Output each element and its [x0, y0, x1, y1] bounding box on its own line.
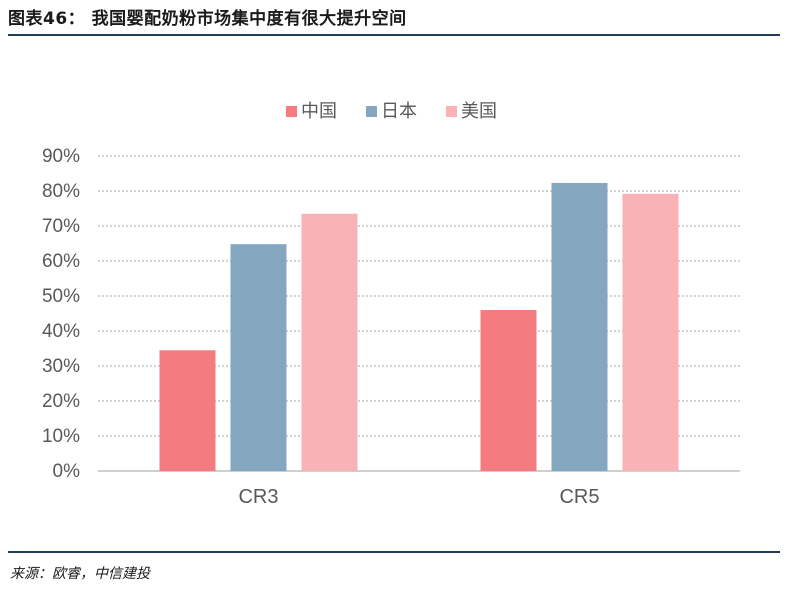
- bar-cr5-2: [622, 193, 679, 472]
- x-tick-label: CR3: [238, 486, 278, 508]
- bar-cr3-1: [230, 244, 287, 471]
- x-axis-ticks: CR3 CR5: [238, 486, 599, 508]
- legend-swatch: [366, 106, 377, 117]
- bottom-divider: [8, 551, 780, 553]
- top-divider: [8, 34, 780, 36]
- bar-cr3-0: [159, 350, 216, 471]
- y-tick-label: 20%: [42, 391, 80, 412]
- bar-cr5-1: [551, 182, 608, 471]
- figure-title: 图表46： 我国婴配奶粉市场集中度有很大提升空间: [8, 9, 407, 29]
- y-tick-label: 30%: [42, 356, 80, 377]
- y-tick-label: 40%: [42, 321, 80, 342]
- legend: 中国 日本 美国: [286, 101, 497, 121]
- legend-swatch: [446, 106, 457, 117]
- bars: [159, 182, 679, 472]
- y-axis-ticks: 0% 10% 20% 30% 40% 50% 60% 70% 80% 90%: [42, 146, 80, 482]
- bar-cr5-0: [480, 310, 537, 471]
- x-tick-label: CR5: [559, 486, 599, 508]
- y-tick-label: 0%: [53, 461, 81, 482]
- y-tick-label: 80%: [42, 181, 80, 202]
- y-tick-label: 70%: [42, 216, 80, 237]
- legend-swatch: [286, 106, 297, 117]
- y-tick-label: 10%: [42, 426, 80, 447]
- y-tick-label: 60%: [42, 251, 80, 272]
- legend-label: 美国: [461, 101, 497, 121]
- y-tick-label: 90%: [42, 146, 80, 167]
- y-tick-label: 50%: [42, 286, 80, 307]
- source-note: 来源：欧睿，中信建投: [10, 566, 150, 582]
- legend-label: 日本: [381, 101, 417, 121]
- bar-cr3-2: [301, 213, 358, 471]
- legend-label: 中国: [301, 101, 337, 121]
